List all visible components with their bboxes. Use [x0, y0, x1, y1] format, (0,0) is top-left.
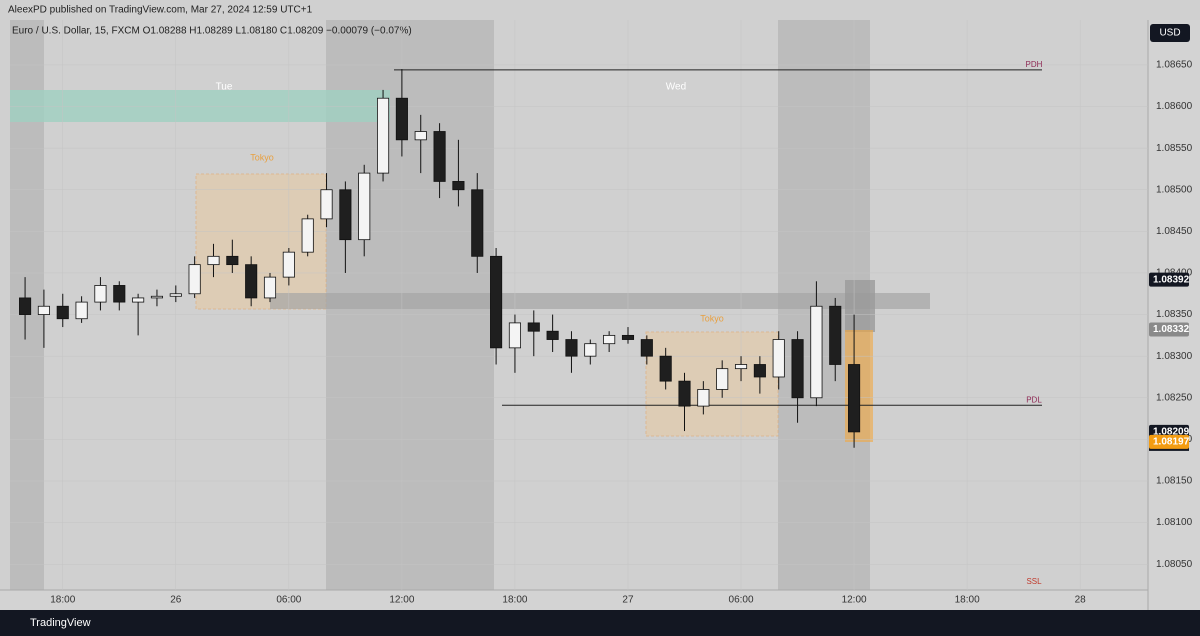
x-tick-label: 18:00 [50, 595, 75, 606]
x-tick-label: 28 [1075, 595, 1087, 606]
candle-body [640, 339, 653, 357]
y-tick-label: 1.08300 [1156, 351, 1193, 362]
ssl-label: SSL [1026, 577, 1042, 586]
candle-body [188, 264, 201, 295]
legend: Euro / U.S. Dollar, 15, FXCM O1.08288 H1… [12, 26, 412, 37]
currency-button[interactable] [1150, 24, 1190, 42]
price-badge-label: 1.08332 [1153, 324, 1190, 335]
candle-body [734, 364, 748, 370]
candle-body [377, 97, 390, 174]
candle-body [490, 255, 503, 349]
candle-body [772, 339, 785, 378]
candle-body [94, 285, 107, 303]
candle-body [678, 380, 691, 407]
price-axis [1148, 20, 1200, 590]
price-badge-label: 1.08392 [1153, 274, 1190, 285]
x-tick-label: 26 [170, 595, 182, 606]
price-badge [1149, 434, 1189, 449]
time-axis [0, 590, 1200, 610]
candle-body [263, 276, 277, 299]
y-tick-label: 1.08550 [1156, 143, 1193, 154]
candle-body [414, 131, 427, 141]
level-label: PDL [1026, 395, 1042, 404]
y-tick-label: 1.08450 [1156, 226, 1193, 237]
candle-body [829, 305, 842, 365]
y-tick-label: 1.08650 [1156, 60, 1193, 71]
y-tick-label: 1.08150 [1156, 476, 1193, 487]
candle-body [113, 285, 126, 303]
currency[interactable]: USD [1159, 28, 1180, 39]
y-tick-label: 1.08050 [1156, 559, 1193, 570]
candle-body [603, 334, 616, 345]
session-label: Tokyo [250, 152, 274, 162]
y-tick-label: 1.08500 [1156, 184, 1193, 195]
candle-body [584, 343, 597, 357]
candle-body [452, 181, 465, 191]
plot: 1.080501.081001.081501.082001.082501.083… [10, 20, 1193, 606]
candle-body [848, 364, 861, 433]
candle-body [621, 334, 635, 340]
day-label: Tue [216, 82, 233, 93]
x-tick-label: 12:00 [842, 595, 867, 606]
price-badge [1149, 322, 1189, 337]
candle-body [150, 295, 164, 299]
candle-body [358, 172, 371, 241]
candle-body [75, 301, 88, 320]
session-label: Tokyo [700, 313, 724, 323]
zone [270, 293, 930, 309]
day-label: Wed [666, 82, 686, 93]
candle-body [527, 322, 540, 332]
x-tick-label: 12:00 [389, 595, 414, 606]
y-tick-label: 1.08100 [1156, 517, 1193, 528]
candle-body [282, 251, 295, 278]
x-tick-label: 06:00 [276, 595, 301, 606]
footer-brand: TradingView [30, 617, 91, 629]
candle-body [508, 322, 521, 349]
candle-body [433, 131, 446, 182]
candle-body [339, 189, 352, 241]
candle-body [245, 264, 258, 299]
zone [845, 280, 875, 332]
x-tick-label: 18:00 [955, 595, 980, 606]
candle-body [471, 189, 484, 257]
candle-body [791, 339, 804, 399]
candle-body [716, 368, 729, 390]
candle-body [753, 364, 766, 378]
footer-bar [0, 610, 1200, 636]
candle-body [810, 305, 823, 399]
candle-body [395, 97, 408, 141]
price-badge-label: 1.08197 [1153, 437, 1190, 448]
candle-body [207, 255, 220, 266]
price-badge [1149, 272, 1189, 287]
candle-body [169, 293, 182, 297]
x-tick-label: 27 [622, 595, 634, 606]
candle-body [37, 305, 50, 315]
candle-body [320, 189, 333, 220]
zone [10, 90, 390, 122]
x-tick-label: 18:00 [502, 595, 527, 606]
candle-body [301, 218, 314, 253]
tokyo-box [645, 331, 779, 437]
candle-body [659, 355, 672, 382]
candle-body [226, 255, 239, 266]
candle-body [132, 297, 145, 303]
y-tick-label: 1.08600 [1156, 101, 1193, 112]
x-tick-label: 06:00 [729, 595, 754, 606]
candle-body [56, 305, 69, 320]
candle-body [565, 339, 578, 357]
header: AleexPD published on TradingView.com, Ma… [8, 5, 313, 16]
candle-body [19, 297, 32, 315]
candle-body [697, 389, 710, 407]
level-label: PDH [1026, 60, 1043, 69]
price-badge-label: 1.08209 [1153, 427, 1190, 438]
y-tick-label: 1.08350 [1156, 309, 1193, 320]
y-tick-label: 1.08250 [1156, 392, 1193, 403]
candle-body [546, 330, 559, 340]
